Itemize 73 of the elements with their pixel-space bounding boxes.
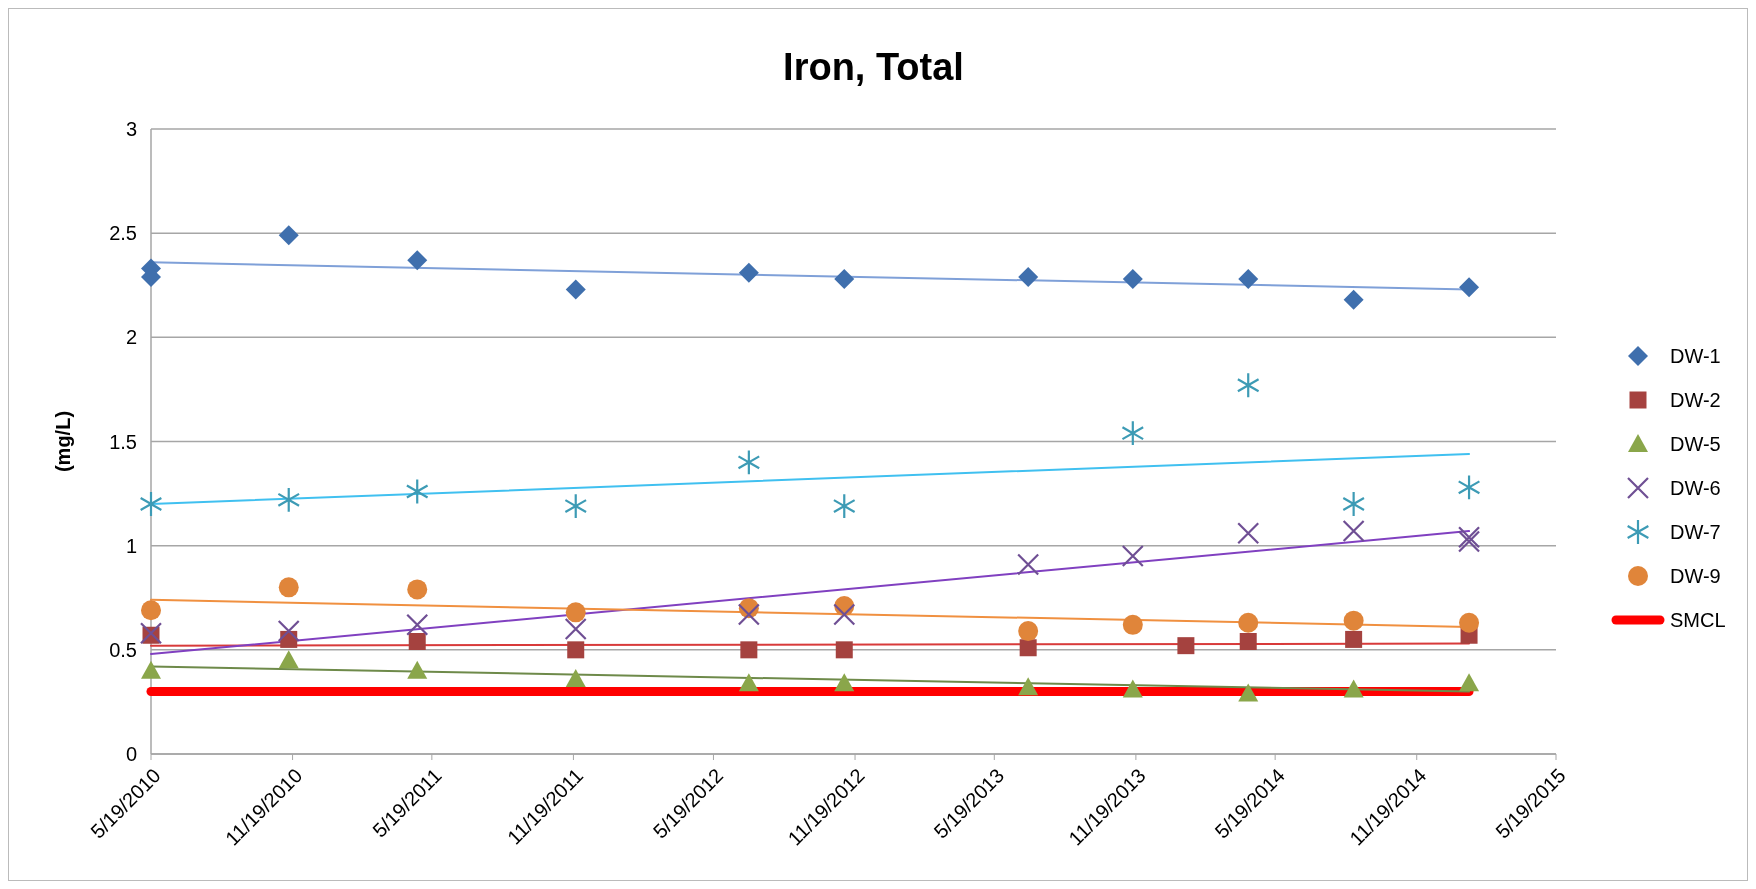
legend-label: DW-1 <box>1670 345 1721 367</box>
point <box>565 279 586 300</box>
point <box>1121 544 1144 568</box>
point <box>1343 679 1364 698</box>
point <box>1018 266 1039 287</box>
point <box>835 641 853 659</box>
point <box>1177 637 1195 655</box>
point <box>1122 679 1143 698</box>
y-tick-label: 1.5 <box>109 430 137 453</box>
point <box>1459 277 1480 298</box>
point <box>1345 630 1363 648</box>
point <box>567 641 585 659</box>
legend-label: DW-6 <box>1670 477 1721 499</box>
point <box>140 492 162 516</box>
y-axis-title: (mg/L) <box>52 410 74 473</box>
point <box>1342 492 1365 516</box>
point <box>1238 683 1259 702</box>
point <box>277 487 300 512</box>
point <box>1239 633 1257 650</box>
y-tick-label: 3 <box>125 118 137 140</box>
point <box>278 650 299 669</box>
point <box>737 450 760 475</box>
point <box>1017 553 1040 576</box>
y-tick-label: 0.5 <box>109 638 137 661</box>
point <box>833 494 856 519</box>
point <box>406 613 429 636</box>
point <box>407 579 428 600</box>
point <box>834 269 855 289</box>
point <box>277 619 300 643</box>
point <box>1019 639 1037 657</box>
point <box>834 673 855 692</box>
point <box>141 660 161 679</box>
point <box>833 603 856 626</box>
point <box>1342 519 1365 543</box>
point <box>1237 373 1260 398</box>
legend-label: DW-5 <box>1670 433 1721 455</box>
y-tick-label: 1 <box>125 534 137 557</box>
point <box>564 617 587 641</box>
legend-label: DW-9 <box>1670 565 1721 587</box>
point <box>1459 673 1480 692</box>
point <box>565 669 586 687</box>
chart-title: Iron, Total <box>783 46 964 88</box>
point <box>278 577 299 598</box>
point <box>1018 621 1039 642</box>
point <box>1238 612 1259 633</box>
point <box>407 660 428 679</box>
point <box>564 494 587 519</box>
point <box>738 673 759 692</box>
point <box>406 479 429 504</box>
point <box>738 262 759 283</box>
y-tick-label: 2 <box>125 326 137 349</box>
point <box>1238 269 1259 289</box>
point <box>141 600 161 621</box>
legend-label: SMCL <box>1670 609 1726 631</box>
legend-label: DW-7 <box>1670 521 1721 543</box>
point <box>1122 269 1143 289</box>
point <box>407 250 428 271</box>
legend-label: DW-2 <box>1670 389 1721 411</box>
point <box>1122 614 1143 635</box>
point <box>1237 522 1260 545</box>
point <box>740 641 758 659</box>
point <box>1343 289 1364 310</box>
point <box>737 603 760 626</box>
point <box>1459 612 1480 633</box>
point <box>278 225 299 246</box>
point <box>1018 677 1039 696</box>
point <box>1121 421 1144 446</box>
y-tick-label: 2.5 <box>109 222 137 245</box>
point <box>565 602 586 623</box>
point <box>1458 475 1480 500</box>
y-tick-label: 0 <box>125 743 137 765</box>
point <box>1343 610 1364 631</box>
point <box>408 633 426 650</box>
